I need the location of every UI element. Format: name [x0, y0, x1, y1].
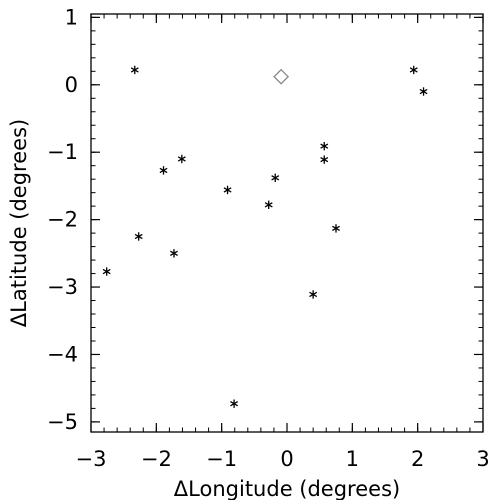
y-tick-label: −5: [47, 410, 78, 434]
x-tick-label: −2: [141, 447, 172, 471]
x-tick-label: 1: [346, 447, 359, 471]
asterisk-point: [320, 155, 329, 164]
asterisk-point: [409, 65, 418, 75]
asterisk-point: [264, 200, 273, 209]
y-tick-label: −2: [47, 208, 78, 232]
asterisk-point: [271, 173, 280, 183]
asterisk-point: [159, 166, 168, 175]
y-tick-label: −1: [47, 140, 78, 164]
plot-frame: [90, 13, 484, 433]
x-tick-label: 3: [476, 447, 489, 471]
diamond-point: [273, 68, 290, 85]
y-tick-label: −3: [47, 275, 78, 299]
y-tick-label: −4: [47, 342, 78, 366]
axis-ticks: [90, 14, 484, 432]
x-axis-label: ΔLongitude (degrees): [174, 477, 400, 500]
asterisk-point: [177, 154, 186, 164]
x-tick-label: 0: [280, 447, 293, 471]
asterisk-point: [170, 249, 178, 258]
asterisk-point: [223, 185, 232, 195]
asterisk-point: [309, 290, 318, 299]
x-tick-label: −1: [206, 447, 237, 471]
asterisk-point: [320, 141, 329, 151]
data-points: [102, 65, 428, 408]
y-axis-label: ΔLatitude (degrees): [7, 119, 31, 327]
asterisk-point: [230, 399, 239, 408]
axis-tick-labels: −3 −2 −1 0 1 2 3 −5 −4 −3 −2 −1 0 1: [47, 5, 490, 471]
x-tick-label: 2: [411, 447, 424, 471]
asterisk-point: [134, 232, 143, 241]
asterisk-point: [419, 87, 428, 96]
y-tick-label: 0: [65, 73, 78, 97]
y-tick-label: 1: [65, 5, 78, 29]
asterisk-point: [332, 224, 340, 233]
x-tick-label: −3: [76, 447, 107, 471]
asterisk-point: [102, 267, 111, 276]
asterisk-point: [130, 65, 139, 75]
